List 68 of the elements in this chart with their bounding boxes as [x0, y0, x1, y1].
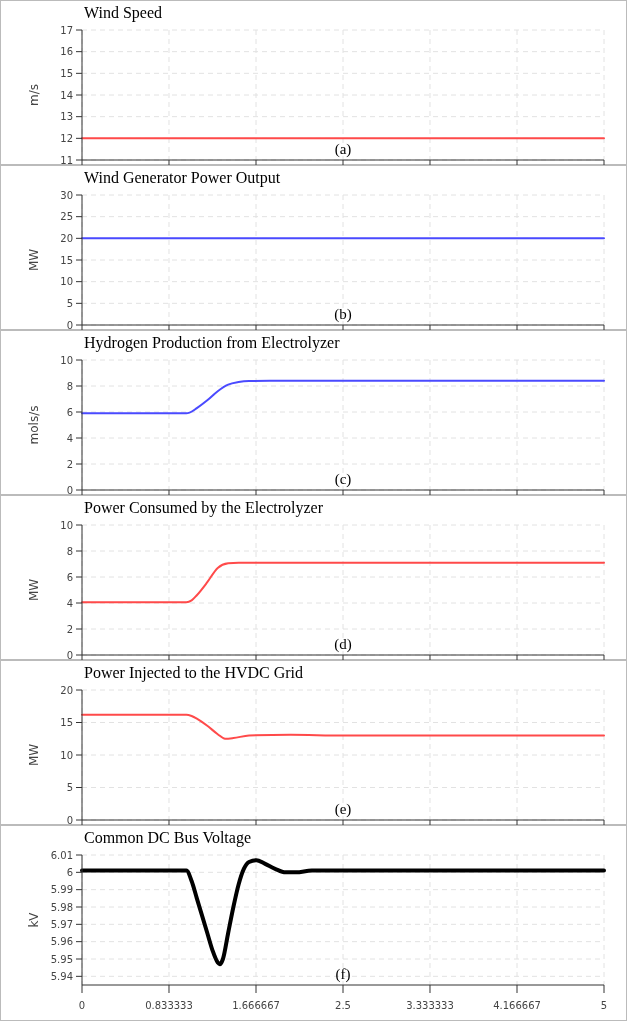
annotation: (b) [334, 306, 352, 323]
y-tick-label: 6 [66, 571, 73, 583]
y-tick-label: 15 [60, 254, 73, 266]
y-tick-label: 0 [66, 649, 73, 661]
y-axis-title: mols/s [27, 405, 41, 445]
y-tick-label: 8 [66, 380, 73, 392]
x-tick-label: 0 [78, 1000, 86, 1011]
y-tick-label: 5.99 [50, 884, 73, 896]
x-tick-label: 4.166667 [493, 1000, 541, 1011]
y-tick-label: 5.98 [50, 901, 73, 913]
y-tick-label: 14 [60, 89, 73, 101]
y-tick-label: 15 [60, 717, 73, 728]
x-tick-label: 1.666667 [232, 1000, 280, 1011]
y-tick-label: 5.97 [50, 918, 73, 930]
y-tick-label: 0 [66, 814, 73, 826]
chart-title: Wind Generator Power Output [84, 169, 281, 187]
line-series [81, 713, 605, 740]
y-tick-label: 0 [66, 319, 73, 331]
y-tick-label: 10 [60, 519, 73, 531]
y-tick-label: 6 [66, 406, 73, 418]
y-tick-label: 5 [66, 782, 73, 793]
y-tick-label: 20 [60, 232, 73, 244]
y-tick-label: 10 [60, 354, 73, 366]
chart-title: Power Injected to the HVDC Grid [84, 664, 304, 682]
line-series [80, 858, 606, 967]
annotation: (f) [335, 966, 351, 983]
y-tick-label: 11 [60, 154, 73, 166]
y-tick-label: 6.01 [50, 849, 73, 861]
chart-title: Wind Speed [84, 4, 163, 22]
x-tick-label: 2.5 [335, 1000, 351, 1011]
chart-title: Common DC Bus Voltage [84, 829, 251, 847]
y-tick-label: 15 [60, 67, 73, 79]
annotation: (d) [334, 636, 352, 653]
y-tick-label: 2 [66, 623, 73, 635]
y-tick-label: 12 [60, 132, 73, 144]
y-tick-label: 4 [66, 432, 73, 444]
y-tick-label: 5 [66, 297, 73, 309]
y-axis-title: MW [27, 743, 41, 767]
x-tick-label: 5 [600, 1000, 608, 1011]
y-tick-label: 10 [60, 749, 73, 761]
y-tick-label: 8 [66, 545, 73, 557]
chart-title: Hydrogen Production from Electrolyzer [84, 334, 341, 352]
line-series [81, 561, 605, 604]
x-tick-label: 3.333333 [406, 1000, 454, 1011]
y-axis-title: m/s [27, 84, 41, 106]
annotation: (a) [334, 141, 352, 158]
y-axis-title: MW [27, 578, 41, 602]
x-tick-label: 0.833333 [145, 1000, 193, 1011]
y-tick-label: 5.94 [50, 970, 73, 982]
chart-title: Power Consumed by the Electrolyzer [84, 499, 324, 517]
y-tick-label: 13 [60, 111, 73, 123]
y-tick-label: 5.95 [50, 953, 73, 965]
y-tick-label: 4 [66, 597, 73, 609]
y-tick-label: 25 [60, 211, 73, 223]
y-tick-label: 0 [66, 484, 73, 496]
annotation: (c) [334, 471, 352, 488]
y-tick-label: 16 [60, 46, 73, 58]
y-tick-label: 5.96 [50, 936, 73, 948]
line-series [81, 379, 605, 415]
y-tick-label: 10 [60, 276, 73, 288]
y-tick-label: 2 [66, 458, 73, 470]
y-tick-label: 6 [66, 866, 73, 878]
annotation: (e) [334, 801, 352, 818]
y-tick-label: 17 [60, 24, 73, 36]
y-axis-title: MW [27, 248, 41, 272]
y-tick-label: 30 [60, 189, 73, 201]
y-axis-title: kV [27, 911, 41, 928]
y-tick-label: 20 [60, 684, 73, 696]
